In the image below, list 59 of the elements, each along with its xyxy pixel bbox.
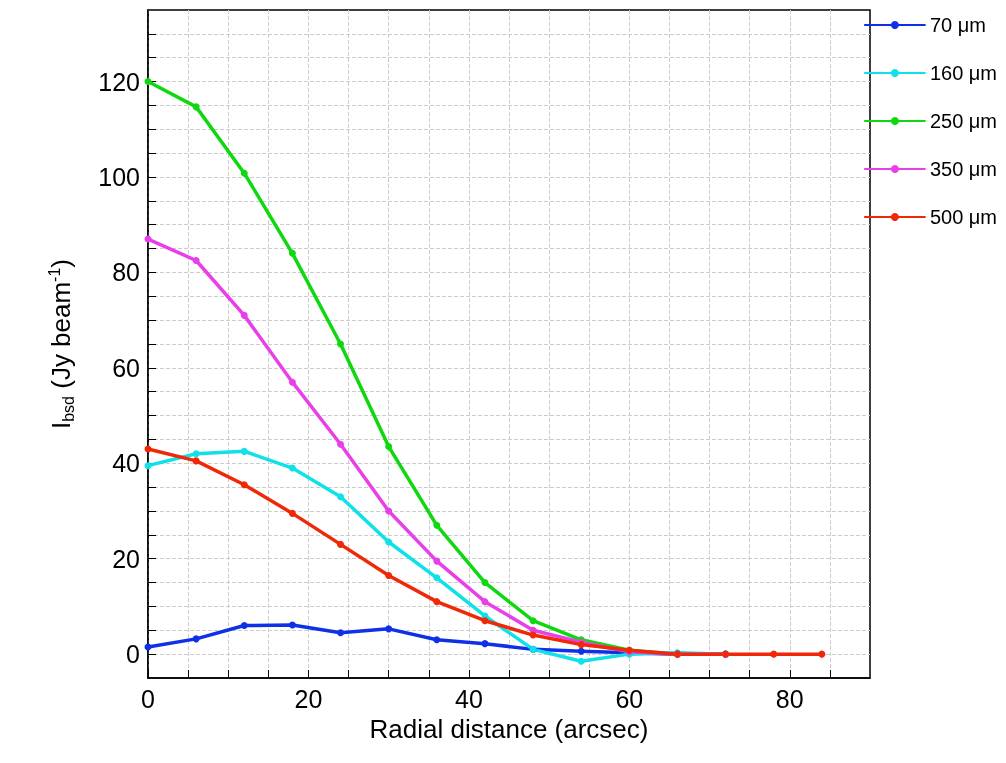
point bbox=[818, 650, 826, 658]
x-tick-label: 60 bbox=[615, 684, 644, 713]
point bbox=[240, 311, 248, 319]
y-tick-label: 20 bbox=[112, 544, 140, 573]
point bbox=[433, 521, 441, 529]
point bbox=[240, 169, 248, 177]
y-tick-label: 60 bbox=[112, 353, 140, 382]
legend-label: 350 μm bbox=[929, 158, 997, 180]
point bbox=[433, 557, 441, 565]
point bbox=[192, 635, 200, 643]
x-axis-title: Radial distance (arcsec) bbox=[369, 714, 649, 744]
point bbox=[385, 571, 393, 579]
point bbox=[433, 574, 441, 582]
point bbox=[481, 598, 489, 606]
point bbox=[577, 657, 585, 665]
point bbox=[288, 249, 296, 257]
point bbox=[385, 507, 393, 515]
y-tick-label: 120 bbox=[98, 67, 140, 96]
point bbox=[337, 540, 345, 548]
point bbox=[577, 647, 585, 655]
y-tick-label: 80 bbox=[112, 258, 140, 287]
point bbox=[481, 640, 489, 648]
point bbox=[385, 538, 393, 546]
point bbox=[385, 443, 393, 451]
point bbox=[240, 447, 248, 455]
point bbox=[144, 462, 152, 470]
point bbox=[385, 625, 393, 633]
legend-label: 250 μm bbox=[929, 110, 997, 132]
point bbox=[192, 457, 200, 465]
point bbox=[337, 493, 345, 501]
legend-label: 500 μm bbox=[929, 206, 997, 228]
point bbox=[192, 450, 200, 458]
x-tick-label: 80 bbox=[775, 684, 804, 713]
point bbox=[433, 636, 441, 644]
point bbox=[770, 650, 778, 658]
point bbox=[192, 257, 200, 264]
x-tick-label: 40 bbox=[454, 684, 483, 713]
legend-label: 70 μm bbox=[929, 14, 986, 36]
point bbox=[481, 617, 489, 625]
point bbox=[144, 78, 152, 86]
point bbox=[433, 598, 441, 606]
y-tick-label: 100 bbox=[98, 163, 140, 191]
point bbox=[240, 622, 248, 630]
x-tick-label: 20 bbox=[294, 684, 323, 713]
y-axis-title: Ibsd (Jy beam-1) bbox=[45, 258, 77, 430]
y-tick-label: 0 bbox=[126, 640, 140, 669]
point bbox=[192, 103, 200, 111]
legend-label: 160 μm bbox=[929, 62, 997, 84]
point bbox=[240, 481, 248, 489]
point bbox=[481, 579, 489, 587]
y-tick-label: 40 bbox=[112, 449, 140, 478]
point bbox=[288, 621, 296, 629]
point bbox=[529, 617, 537, 625]
point bbox=[288, 378, 296, 386]
point bbox=[288, 509, 296, 517]
point bbox=[337, 440, 345, 448]
point bbox=[337, 629, 345, 637]
point bbox=[288, 464, 296, 472]
point bbox=[337, 340, 345, 348]
